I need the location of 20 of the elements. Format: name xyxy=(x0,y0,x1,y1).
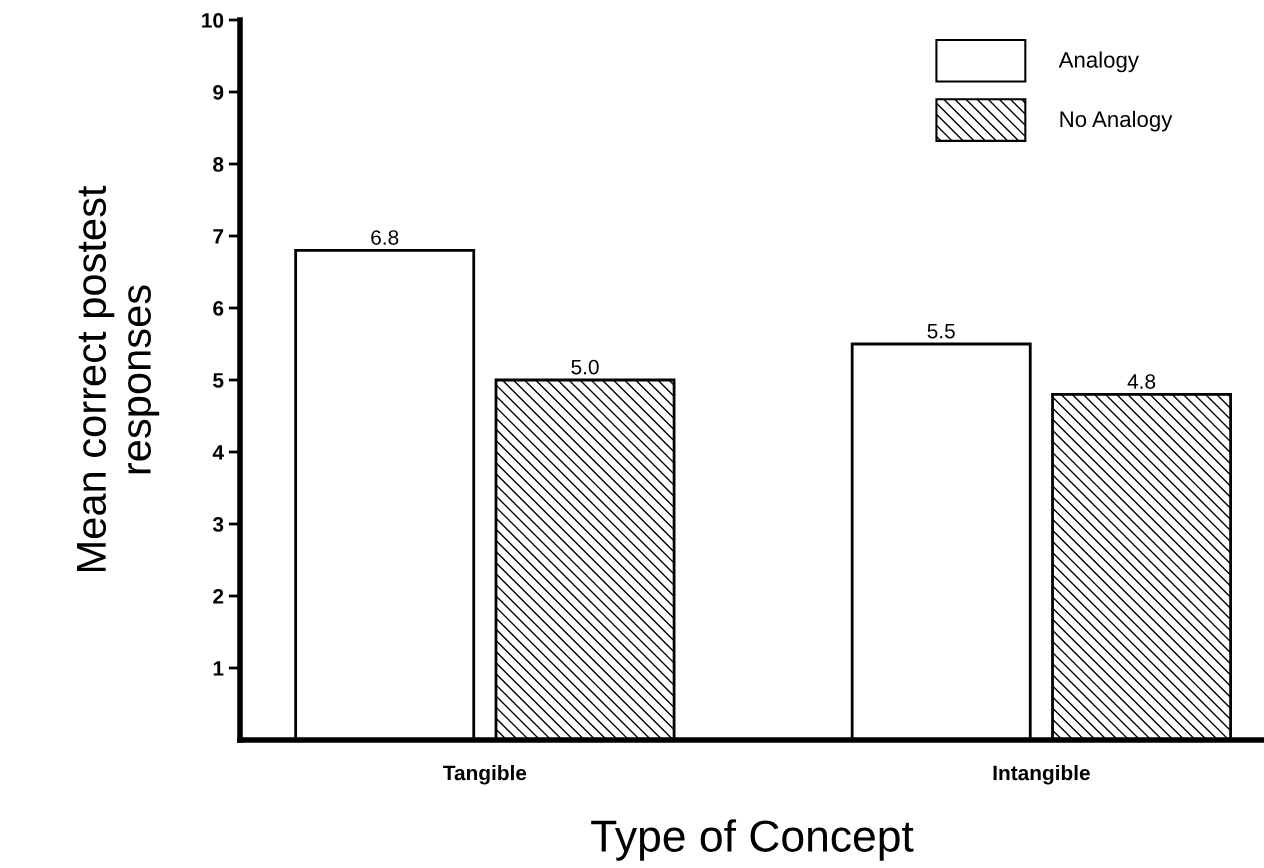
y-axis-title: Mean correct postest responses xyxy=(77,185,160,572)
data-label: 5.0 xyxy=(571,359,599,375)
data-label: 4.8 xyxy=(1127,374,1156,389)
y-tick-label: 3 xyxy=(212,517,224,532)
data-label: 5.5 xyxy=(927,323,955,339)
legend-label: No Analogy xyxy=(1060,110,1173,132)
y-tick-label: 4 xyxy=(212,445,224,460)
y-tick-label: 9 xyxy=(213,85,224,100)
legend-label: Analogy xyxy=(1058,51,1139,73)
data-label: 6.8 xyxy=(371,230,399,245)
y-tick-label: 7 xyxy=(213,229,224,244)
y-tick-label: 1 xyxy=(213,661,224,676)
x-axis-title: Type of Concept xyxy=(591,819,914,861)
y-tick-label: 5 xyxy=(213,373,224,388)
y-tick-label: 8 xyxy=(213,157,224,172)
y-tick-label: 2 xyxy=(213,589,224,604)
y-tick-label: 10 xyxy=(202,13,224,28)
y-tick-label: 6 xyxy=(213,301,224,316)
x-tick-label: Tangible xyxy=(443,765,527,785)
x-tick-label: Intangible xyxy=(993,765,1090,785)
